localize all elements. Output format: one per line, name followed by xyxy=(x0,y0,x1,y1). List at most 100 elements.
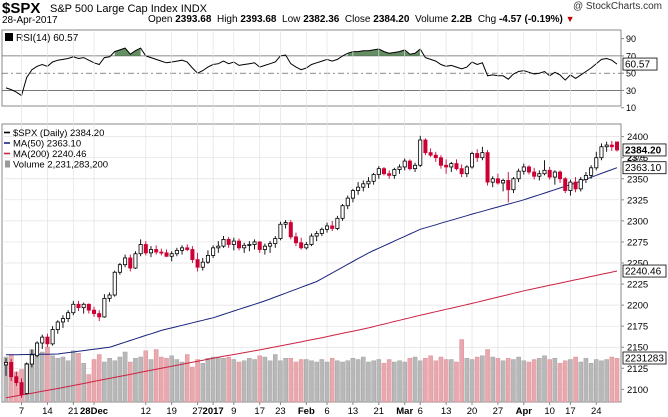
chart-date: 28-Apr-2017 xyxy=(2,15,58,26)
price-tick-label: 2175 xyxy=(627,322,648,333)
volume-bar xyxy=(335,360,340,403)
ma50-tag-label: 2363.10 xyxy=(625,163,662,174)
candle-body xyxy=(154,249,159,253)
x-tick-label: Apr xyxy=(516,406,533,417)
volume-bar xyxy=(604,359,609,403)
candle-body xyxy=(381,168,386,175)
volume-bar xyxy=(557,363,563,403)
volume-bar xyxy=(412,356,418,403)
candle-body xyxy=(568,181,573,191)
volume-bar xyxy=(438,356,444,403)
close-value: 2384.20 xyxy=(373,14,410,25)
volume-bar xyxy=(96,354,102,403)
price-tick-label: 2150 xyxy=(627,343,648,354)
candle-body xyxy=(107,294,112,299)
volume-bar xyxy=(200,363,206,403)
volume-bar xyxy=(159,356,164,403)
candle-body xyxy=(325,225,330,230)
volume-bar xyxy=(153,349,159,403)
candle-body xyxy=(573,181,578,190)
candle-body xyxy=(200,261,205,268)
volume-bar xyxy=(205,358,211,403)
rsi-tick-label: 70 xyxy=(626,51,636,61)
candle-body xyxy=(14,376,19,384)
candle-body xyxy=(278,223,283,239)
candle-body xyxy=(366,180,371,185)
volume-bar xyxy=(531,359,537,403)
volume-bar xyxy=(350,358,356,403)
index-name: S&P 500 Large Cap Index INDX xyxy=(50,3,207,15)
open-label: Open xyxy=(148,14,173,25)
candle-body xyxy=(123,257,128,266)
volume-bar xyxy=(45,346,50,403)
volume-bar xyxy=(583,358,589,403)
x-tick-label: 6 xyxy=(324,406,329,417)
volume-bar xyxy=(298,359,304,403)
price-tick-label: 2100 xyxy=(627,385,648,396)
volume-bar xyxy=(552,358,558,403)
rsi-value-label: 60.57 xyxy=(625,60,650,71)
volume-bar xyxy=(65,360,71,403)
candle-body xyxy=(112,271,117,296)
candle-body xyxy=(247,244,252,246)
volume-bar xyxy=(542,355,547,403)
candle-body xyxy=(558,171,563,180)
x-tick-label: 13 xyxy=(348,406,359,417)
volume-bar xyxy=(86,374,92,403)
volume-bar xyxy=(195,359,200,403)
volume-bar xyxy=(39,351,45,403)
candle-body xyxy=(288,222,293,238)
volume-bar xyxy=(402,361,407,403)
x-tick-label: 27 xyxy=(192,406,203,417)
candle-body xyxy=(76,303,81,309)
volume-bar xyxy=(386,359,392,403)
volume-bar xyxy=(122,351,128,403)
candle-body xyxy=(402,160,407,168)
volume-bar xyxy=(143,350,149,403)
candle-body xyxy=(86,303,91,311)
volume-bar xyxy=(262,356,268,403)
volume-bar xyxy=(345,360,351,403)
candle-body xyxy=(475,153,480,159)
volume-bar xyxy=(138,356,143,403)
rsi-tick-label: 10 xyxy=(626,103,636,113)
candle-body xyxy=(392,169,397,176)
candle-body xyxy=(299,242,304,249)
volume-bar xyxy=(174,359,180,403)
candle-body xyxy=(547,169,552,178)
candle-body xyxy=(506,180,511,191)
volume-bar xyxy=(283,358,288,403)
candle-body xyxy=(45,336,50,345)
volume-bar xyxy=(50,355,55,403)
candle-body xyxy=(252,241,257,245)
volume-bar xyxy=(588,363,594,403)
volume-bar xyxy=(169,355,174,403)
volume-bar xyxy=(464,358,470,403)
volume-bar xyxy=(267,360,273,403)
volume-tag xyxy=(622,351,667,365)
volume-bar xyxy=(516,356,521,403)
volume-bar xyxy=(55,358,61,403)
rsi-tick-label: 30 xyxy=(626,86,636,96)
volume-bar xyxy=(614,358,620,403)
candle-body xyxy=(387,173,392,176)
candle-body xyxy=(330,225,335,229)
candle-body xyxy=(133,253,138,269)
volume-bar xyxy=(288,358,294,403)
candle-body xyxy=(433,154,438,159)
candle-body xyxy=(231,240,236,245)
candle-body xyxy=(485,152,490,183)
candle-body xyxy=(413,164,418,170)
close-tag-label: 2384.20 xyxy=(625,145,662,156)
rsi-legend-swatch xyxy=(5,33,13,41)
candle-body xyxy=(480,152,485,159)
volume-bar xyxy=(355,359,361,403)
candle-body xyxy=(501,180,506,184)
candle-body xyxy=(542,169,547,175)
candle-body xyxy=(490,178,495,183)
x-tick-label: 2017 xyxy=(203,406,224,417)
candle-body xyxy=(397,166,402,170)
source-credit[interactable]: @ StockCharts.com xyxy=(572,1,662,12)
price-tick-label: 2400 xyxy=(627,132,648,143)
